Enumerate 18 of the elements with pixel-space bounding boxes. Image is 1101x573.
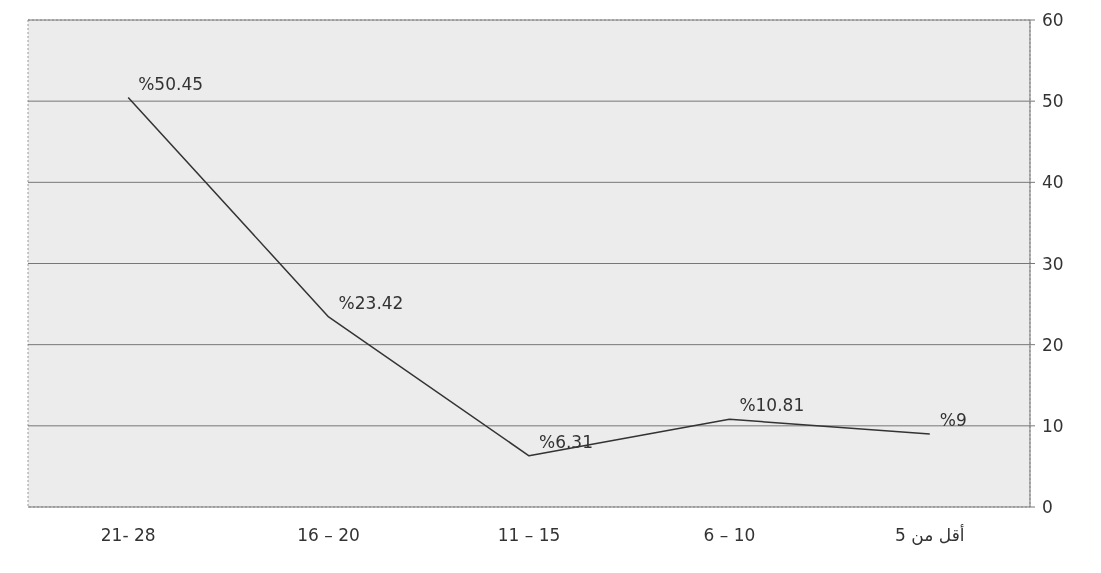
x-tick-label: أقل من 5 [895, 524, 965, 545]
y-tick-label: 30 [1042, 253, 1064, 274]
data-label: %23.42 [338, 292, 404, 313]
y-tick-label: 50 [1042, 91, 1064, 112]
x-tick-label: 16 – 20 [297, 525, 360, 545]
y-tick-label: 0 [1042, 497, 1053, 517]
line-series [127, 96, 931, 457]
y-tick-label: 60 [1042, 10, 1064, 30]
data-label: %10.81 [739, 395, 805, 416]
y-tick-label: 40 [1042, 172, 1064, 193]
data-label: %9 [939, 409, 967, 430]
x-tick-label: 21- 28 [100, 525, 156, 545]
x-tick-label: 6 – 10 [703, 525, 756, 545]
y-tick-label: 20 [1042, 334, 1064, 355]
data-label: %6.31 [539, 431, 594, 452]
data-label: %50.45 [138, 73, 204, 94]
x-tick-label: 11 – 15 [497, 525, 561, 545]
y-tick-label: 10 [1042, 415, 1064, 436]
